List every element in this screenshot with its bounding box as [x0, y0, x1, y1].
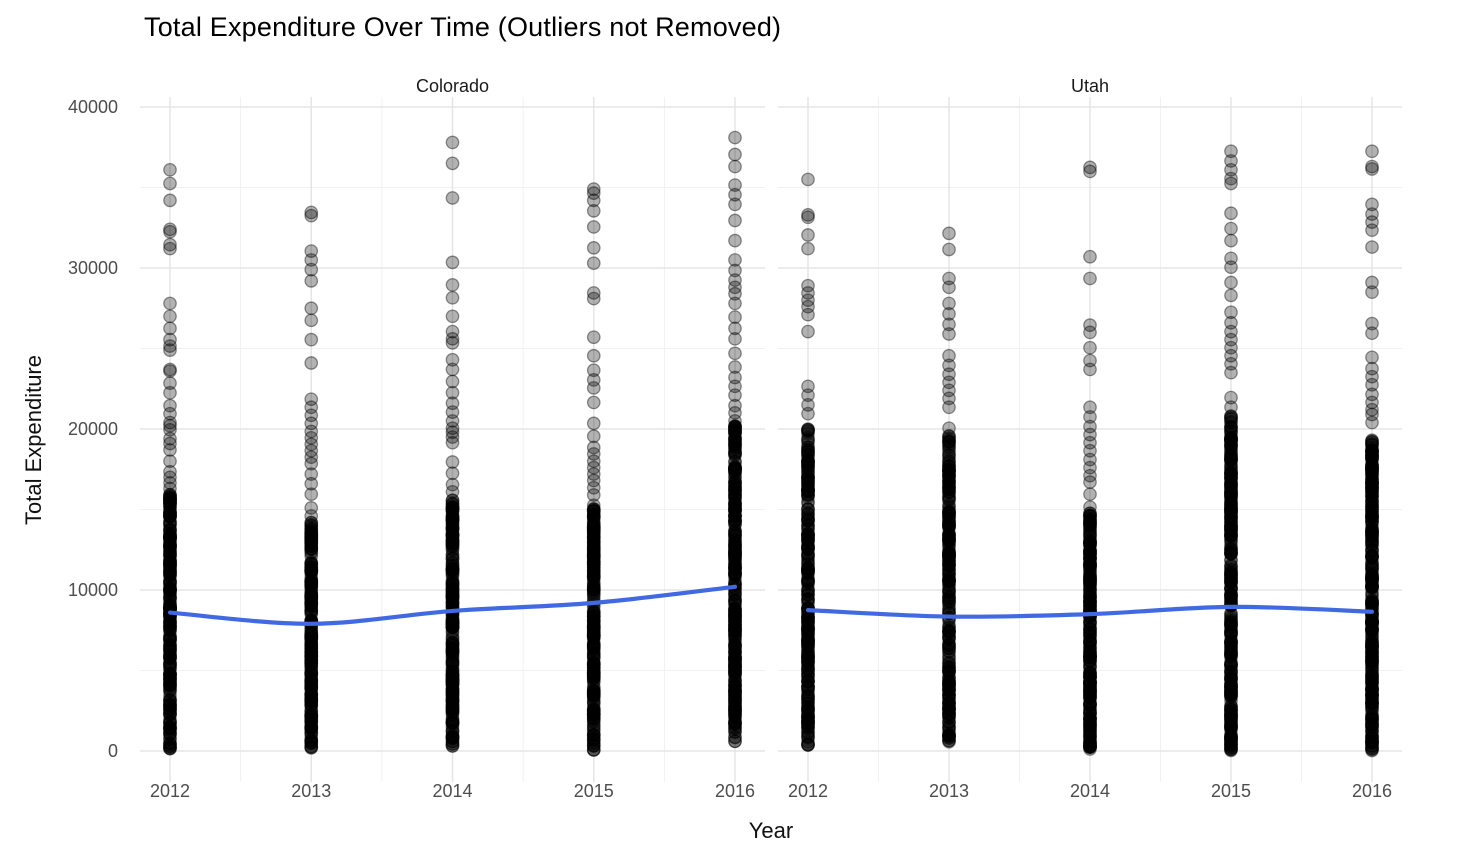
points-colorado-2014	[445, 135, 460, 753]
points-utah-2015	[1224, 144, 1238, 758]
y-tick-label: 40000	[67, 97, 118, 117]
points-utah-2016	[1365, 144, 1379, 758]
x-tick-label: 2013	[291, 781, 332, 801]
x-tick-label: 2013	[928, 781, 970, 801]
x-tick-label: 2014	[432, 781, 473, 801]
x-tick-label: 2016	[714, 781, 756, 801]
x-tick-label: 2012	[787, 781, 829, 801]
facet-strip-utah: Utah	[1070, 76, 1110, 96]
x-tick-label: 2015	[1210, 781, 1252, 801]
y-tick-label: 10000	[67, 580, 118, 600]
points-colorado-2013	[304, 205, 319, 755]
y-tick-label: 0	[107, 741, 118, 761]
points-utah-2012	[801, 172, 815, 752]
x-tick-label: 2014	[1069, 781, 1111, 801]
chart-title: Total Expenditure Over Time (Outliers no…	[144, 12, 782, 42]
gridlines-major	[140, 97, 765, 782]
smooth-line-colorado	[167, 584, 738, 626]
facet-strip-colorado: Colorado	[415, 76, 490, 96]
x-tick-label: 2012	[149, 781, 191, 801]
points-utah-2014	[1083, 160, 1097, 756]
y-tick-label: 20000	[67, 419, 118, 439]
x-axis-title: Year	[748, 818, 794, 843]
y-tick-label: 30000	[67, 258, 118, 278]
points-colorado-2012	[163, 162, 177, 756]
points-colorado-2015	[586, 182, 601, 757]
gridlines-major	[778, 97, 1402, 782]
points-colorado-2016	[728, 130, 742, 749]
y-axis-title: Total Expenditure	[21, 355, 46, 525]
smooth-line-utah	[805, 604, 1375, 619]
x-tick-label: 2016	[1351, 781, 1393, 801]
x-tick-label: 2015	[573, 781, 614, 801]
points-utah-2013	[942, 226, 956, 749]
